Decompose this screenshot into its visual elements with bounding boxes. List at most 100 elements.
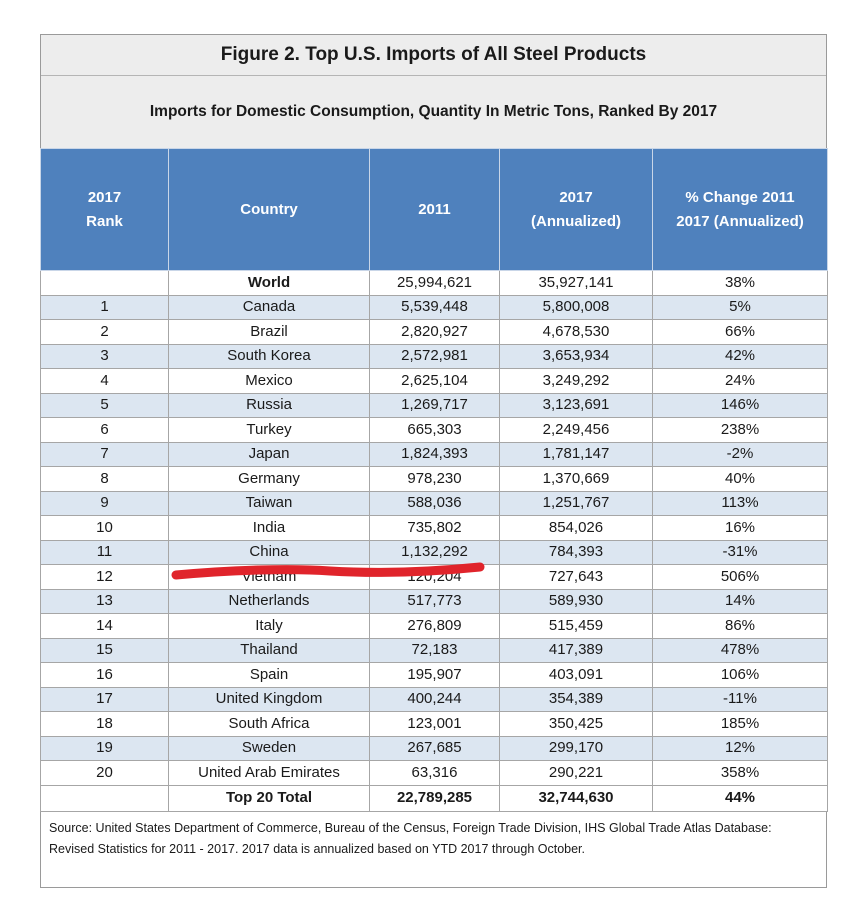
cell-2017: 1,251,767 bbox=[499, 490, 653, 516]
table-row: 8 Germany 978,230 1,370,669 40% bbox=[40, 466, 828, 492]
cell-country: Vietnam bbox=[168, 564, 370, 590]
cell-country: Top 20 Total bbox=[168, 784, 370, 812]
table-row: 17 United Kingdom 400,244 354,389 -11% bbox=[40, 686, 828, 712]
cell-country: China bbox=[168, 539, 370, 565]
cell-2017: 1,781,147 bbox=[499, 441, 653, 467]
cell-2011: 195,907 bbox=[369, 662, 500, 688]
cell-2017: 854,026 bbox=[499, 515, 653, 541]
cell-rank: 18 bbox=[40, 711, 169, 737]
cell-2011: 517,773 bbox=[369, 588, 500, 614]
cell-2011: 2,625,104 bbox=[369, 368, 500, 394]
cell-change: 42% bbox=[652, 343, 828, 369]
imports-table: 2017 Rank Country 2011 2017 (Annualized)… bbox=[40, 148, 828, 812]
cell-2011: 120,204 bbox=[369, 564, 500, 590]
table-row: 16 Spain 195,907 403,091 106% bbox=[40, 662, 828, 688]
cell-country: Sweden bbox=[168, 735, 370, 761]
table-row: 12 Vietnam 120,204 727,643 506% bbox=[40, 564, 828, 590]
cell-2011: 276,809 bbox=[369, 613, 500, 639]
cell-2011: 400,244 bbox=[369, 686, 500, 712]
cell-change: 146% bbox=[652, 392, 828, 418]
table-row: 5 Russia 1,269,717 3,123,691 146% bbox=[40, 392, 828, 418]
cell-rank bbox=[40, 270, 169, 296]
cell-change: 38% bbox=[652, 270, 828, 296]
cell-change: 185% bbox=[652, 711, 828, 737]
cell-country: Russia bbox=[168, 392, 370, 418]
cell-2017: 417,389 bbox=[499, 637, 653, 663]
cell-2017: 5,800,008 bbox=[499, 294, 653, 320]
cell-country: Spain bbox=[168, 662, 370, 688]
cell-rank: 9 bbox=[40, 490, 169, 516]
cell-change: 106% bbox=[652, 662, 828, 688]
table-row: 6 Turkey 665,303 2,249,456 238% bbox=[40, 417, 828, 443]
cell-2017: 350,425 bbox=[499, 711, 653, 737]
header-country: Country bbox=[168, 148, 370, 271]
cell-2011: 25,994,621 bbox=[369, 270, 500, 296]
cell-change: 16% bbox=[652, 515, 828, 541]
cell-2017: 3,123,691 bbox=[499, 392, 653, 418]
table-row: 18 South Africa 123,001 350,425 185% bbox=[40, 711, 828, 737]
table-row: 11 China 1,132,292 784,393 -31% bbox=[40, 539, 828, 565]
cell-country: South Africa bbox=[168, 711, 370, 737]
cell-2017: 4,678,530 bbox=[499, 319, 653, 345]
cell-change: 478% bbox=[652, 637, 828, 663]
cell-2011: 22,789,285 bbox=[369, 784, 500, 812]
cell-2017: 2,249,456 bbox=[499, 417, 653, 443]
cell-2017: 515,459 bbox=[499, 613, 653, 639]
table-row: 7 Japan 1,824,393 1,781,147 -2% bbox=[40, 441, 828, 467]
cell-2011: 665,303 bbox=[369, 417, 500, 443]
cell-change: -31% bbox=[652, 539, 828, 565]
table-row: 2 Brazil 2,820,927 4,678,530 66% bbox=[40, 319, 828, 345]
cell-2011: 2,820,927 bbox=[369, 319, 500, 345]
cell-2011: 72,183 bbox=[369, 637, 500, 663]
table-body: World 25,994,621 35,927,141 38% 1 Canada 5… bbox=[40, 270, 828, 812]
cell-country: Netherlands bbox=[168, 588, 370, 614]
figure-title: Figure 2. Top U.S. Imports of All Steel … bbox=[41, 35, 826, 76]
cell-change: 44% bbox=[652, 784, 828, 812]
cell-change: 5% bbox=[652, 294, 828, 320]
cell-rank: 8 bbox=[40, 466, 169, 492]
figure-subtitle: Imports for Domestic Consumption, Quanti… bbox=[41, 76, 826, 148]
total-row: Top 20 Total 22,789,285 32,744,630 44% bbox=[40, 784, 828, 812]
table-row: 19 Sweden 267,685 299,170 12% bbox=[40, 735, 828, 761]
table-row: 14 Italy 276,809 515,459 86% bbox=[40, 613, 828, 639]
cell-rank: 5 bbox=[40, 392, 169, 418]
cell-country: Mexico bbox=[168, 368, 370, 394]
cell-change: 66% bbox=[652, 319, 828, 345]
cell-rank: 1 bbox=[40, 294, 169, 320]
header-rank: 2017 Rank bbox=[40, 148, 169, 271]
cell-rank: 10 bbox=[40, 515, 169, 541]
cell-country: Canada bbox=[168, 294, 370, 320]
table-row: 10 India 735,802 854,026 16% bbox=[40, 515, 828, 541]
cell-country: Italy bbox=[168, 613, 370, 639]
cell-2011: 1,824,393 bbox=[369, 441, 500, 467]
cell-change: 86% bbox=[652, 613, 828, 639]
header-2017: 2017 (Annualized) bbox=[499, 148, 653, 271]
table-row: 1 Canada 5,539,448 5,800,008 5% bbox=[40, 294, 828, 320]
cell-country: South Korea bbox=[168, 343, 370, 369]
cell-country: Turkey bbox=[168, 417, 370, 443]
cell-change: 40% bbox=[652, 466, 828, 492]
cell-change: 113% bbox=[652, 490, 828, 516]
cell-change: 14% bbox=[652, 588, 828, 614]
cell-rank: 20 bbox=[40, 760, 169, 786]
figure-frame: Figure 2. Top U.S. Imports of All Steel … bbox=[40, 34, 828, 888]
cell-2017: 1,370,669 bbox=[499, 466, 653, 492]
cell-rank: 16 bbox=[40, 662, 169, 688]
cell-rank: 17 bbox=[40, 686, 169, 712]
cell-rank: 13 bbox=[40, 588, 169, 614]
cell-2011: 2,572,981 bbox=[369, 343, 500, 369]
cell-change: -2% bbox=[652, 441, 828, 467]
cell-rank: 15 bbox=[40, 637, 169, 663]
source-note: Source: United States Department of Comm… bbox=[49, 820, 772, 856]
header-change: % Change 2011 2017 (Annualized) bbox=[652, 148, 828, 271]
cell-country: Taiwan bbox=[168, 490, 370, 516]
cell-country: Japan bbox=[168, 441, 370, 467]
cell-2011: 267,685 bbox=[369, 735, 500, 761]
cell-2011: 978,230 bbox=[369, 466, 500, 492]
cell-2017: 589,930 bbox=[499, 588, 653, 614]
cell-change: 238% bbox=[652, 417, 828, 443]
table-row: 9 Taiwan 588,036 1,251,767 113% bbox=[40, 490, 828, 516]
cell-2017: 32,744,630 bbox=[499, 784, 653, 812]
cell-rank: 3 bbox=[40, 343, 169, 369]
cell-change: 12% bbox=[652, 735, 828, 761]
